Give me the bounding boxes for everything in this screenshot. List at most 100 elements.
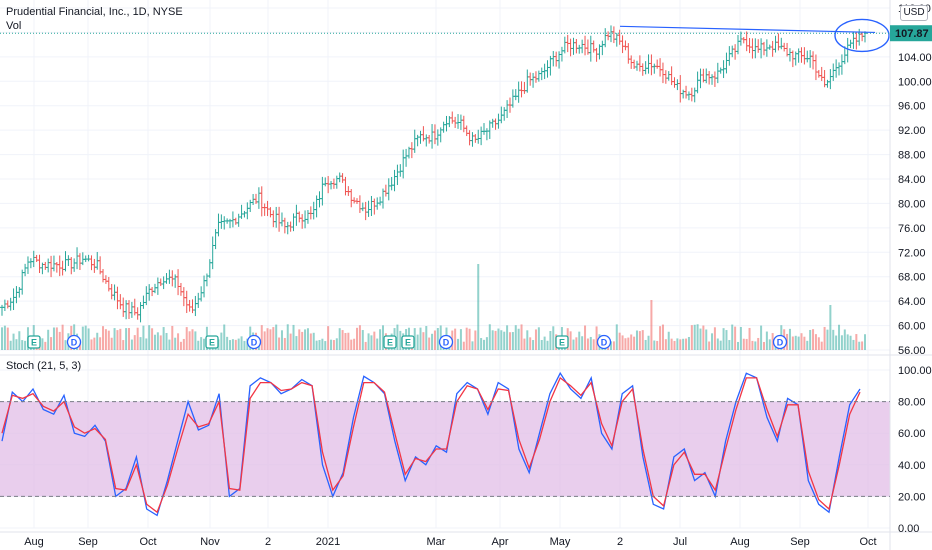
earnings-marker-box <box>205 335 219 349</box>
volume-bar <box>130 339 133 350</box>
volume-bar <box>832 329 835 350</box>
ohlc-bar <box>554 51 559 67</box>
dividend-marker[interactable]: D <box>246 334 262 350</box>
volume-bar <box>650 300 653 350</box>
ohlc-bar <box>568 38 573 57</box>
ohlc-bar <box>467 130 472 146</box>
volume-bar <box>93 337 96 350</box>
volume-bar <box>644 339 647 350</box>
earnings-marker[interactable]: E <box>27 335 41 349</box>
ohlc-bar <box>787 48 792 62</box>
volume-bar <box>693 324 696 350</box>
volume-bar <box>800 333 803 350</box>
dividend-marker-circle <box>66 334 82 350</box>
volume-bar <box>153 334 156 350</box>
ohlc-bar <box>401 149 406 179</box>
volume-bar <box>843 329 846 350</box>
dividend-marker[interactable]: D <box>596 334 612 350</box>
volume-bar <box>500 330 503 350</box>
ohlc-bar <box>170 270 175 287</box>
volume-bar <box>506 325 509 350</box>
ohlc-bar <box>857 28 862 46</box>
dividend-marker[interactable]: D <box>772 334 788 350</box>
volume-bar <box>840 335 843 350</box>
volume-bar <box>347 332 350 350</box>
price-tick-label: 104.00 <box>898 52 932 64</box>
volume-bar <box>286 324 289 350</box>
volume-bar <box>197 340 200 350</box>
earnings-marker[interactable]: E <box>555 335 569 349</box>
earnings-marker[interactable]: E <box>401 335 415 349</box>
ohlc-bar <box>60 260 65 276</box>
volume-bar <box>127 328 130 350</box>
volume-bar <box>656 340 659 350</box>
volume-bar <box>315 340 318 350</box>
ohlc-bar <box>634 60 639 71</box>
volume-bar <box>679 339 682 350</box>
ohlc-bar <box>178 282 183 296</box>
volume-bar <box>428 337 431 350</box>
currency-badge[interactable]: USD <box>900 5 928 21</box>
ohlc-bar <box>724 52 729 74</box>
ohlc-bar <box>519 81 524 98</box>
ohlc-bar <box>623 40 628 51</box>
volume-bar <box>529 337 532 350</box>
volume-bar <box>468 328 471 350</box>
ohlc-bar <box>242 210 247 218</box>
volume-bar <box>511 332 514 350</box>
event-marker-label: D <box>71 338 78 348</box>
volume-bar <box>413 328 416 350</box>
volume-bar <box>737 341 740 350</box>
volume-bar <box>477 264 480 350</box>
volume-bar <box>356 327 359 350</box>
ohlc-bar <box>666 71 671 81</box>
volume-bar <box>855 334 858 350</box>
volume-bar <box>589 336 592 350</box>
volume-bar <box>350 339 353 350</box>
price-tick-label: 92.00 <box>898 125 926 137</box>
volume-bar <box>595 326 598 350</box>
ohlc-bar <box>430 124 435 149</box>
ohlc-bar <box>594 47 599 62</box>
volume-bar <box>705 329 708 350</box>
volume-bar <box>491 330 494 350</box>
earnings-marker[interactable]: E <box>205 335 219 349</box>
resistance-trendline[interactable] <box>619 25 876 34</box>
ohlc-bar <box>207 259 212 278</box>
volume-bar <box>119 328 122 350</box>
ohlc-bar <box>25 256 30 274</box>
volume-bar <box>788 328 791 350</box>
ohlc-bar <box>314 195 319 218</box>
ohlc-bar <box>660 62 665 84</box>
ohlc-bar <box>369 195 374 216</box>
volume-bar <box>630 334 633 350</box>
ohlc-bar <box>320 176 325 206</box>
ohlc-bar <box>43 261 48 270</box>
ohlc-bar <box>11 288 16 311</box>
volume-bar <box>431 333 434 350</box>
volume-bar <box>713 327 716 350</box>
volume-bar <box>829 305 832 350</box>
volume-bar <box>321 338 324 350</box>
stochastic-lines <box>1 371 861 517</box>
volume-bar <box>3 325 6 350</box>
volume-bar <box>537 327 540 350</box>
earnings-marker[interactable]: E <box>383 335 397 349</box>
ohlc-bar <box>75 247 80 270</box>
last-price-label: 107.87 <box>895 28 929 40</box>
volume-bar <box>474 330 477 350</box>
ohlc-bar <box>331 178 336 189</box>
volume-bar <box>50 337 53 350</box>
dividend-marker[interactable]: D <box>66 334 82 350</box>
ohlc-bar <box>262 203 267 216</box>
dividend-marker[interactable]: D <box>438 334 454 350</box>
volume-bar <box>483 339 486 350</box>
circle-annotation[interactable] <box>834 18 890 53</box>
volume-bar <box>179 341 182 350</box>
volume-bar <box>353 338 356 350</box>
ohlc-bar <box>213 229 218 250</box>
ohlc-bar <box>236 213 241 227</box>
ohlc-bar <box>476 129 481 144</box>
